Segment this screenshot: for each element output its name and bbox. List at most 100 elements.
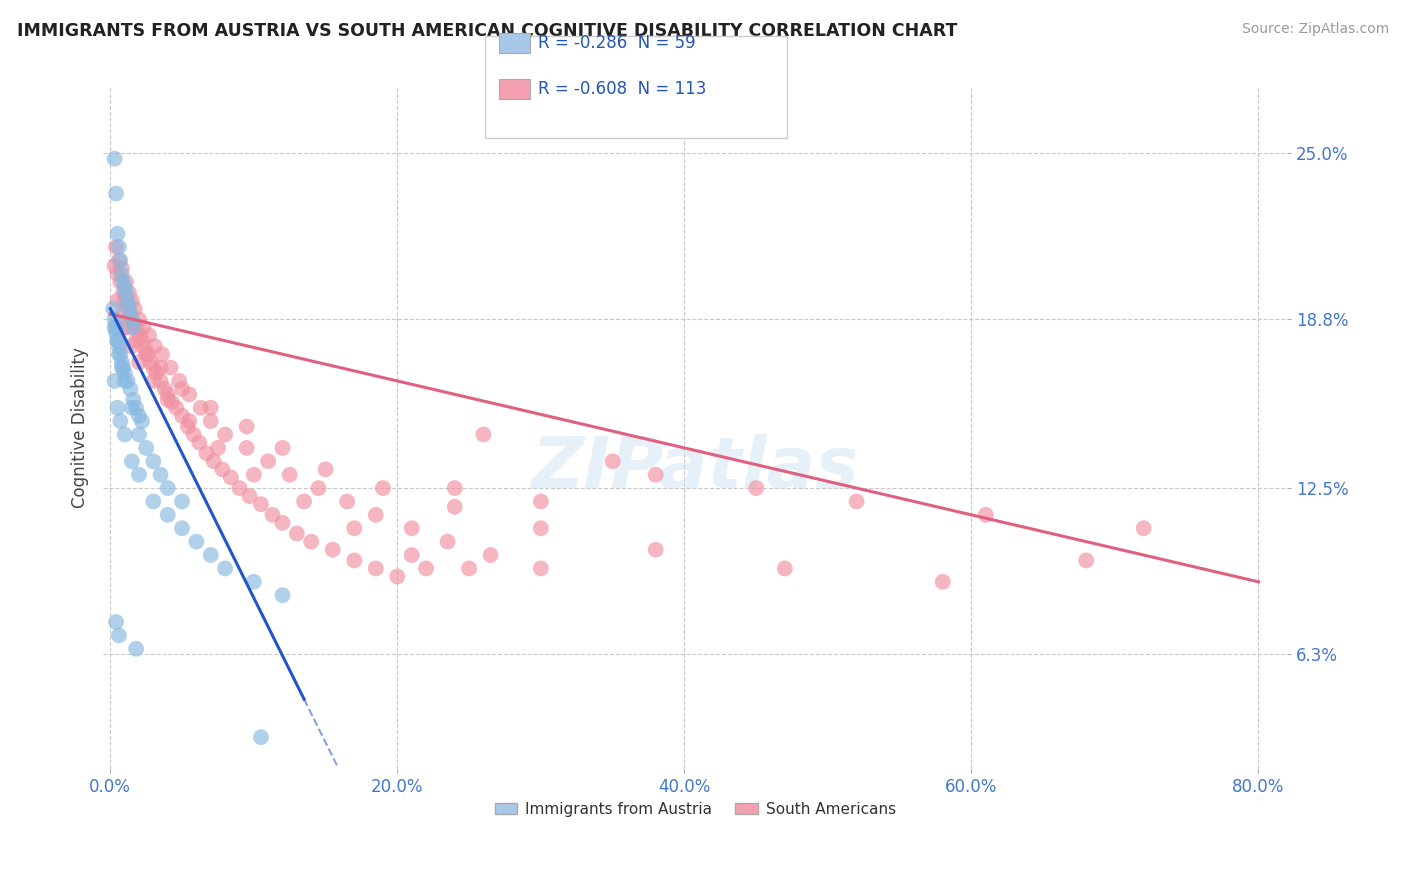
Point (149, 467, 172, 482)
Point (974, 508, 997, 522)
Point (159, 360, 181, 375)
Point (343, 553, 366, 567)
Point (104, 152, 127, 166)
Point (104, 374, 127, 388)
Point (121, 401, 143, 415)
Text: R = -0.286  N = 59: R = -0.286 N = 59 (538, 34, 696, 52)
Point (114, 280, 136, 294)
Point (202, 454, 225, 468)
Point (117, 320, 139, 334)
Point (415, 561, 437, 575)
Point (156, 387, 179, 401)
Point (131, 414, 153, 428)
Point (285, 526, 308, 541)
Point (107, 267, 129, 281)
Point (299, 534, 322, 549)
Point (128, 355, 150, 369)
Point (114, 427, 136, 442)
Point (170, 521, 193, 535)
Point (156, 392, 179, 407)
Point (322, 542, 344, 557)
Point (131, 334, 153, 348)
Point (107, 293, 129, 308)
Point (142, 494, 165, 508)
Point (128, 409, 150, 423)
Point (135, 441, 157, 455)
Text: IMMIGRANTS FROM AUSTRIA VS SOUTH AMERICAN COGNITIVE DISABILITY CORRELATION CHART: IMMIGRANTS FROM AUSTRIA VS SOUTH AMERICA… (17, 22, 957, 40)
Point (108, 240, 131, 254)
Point (117, 293, 139, 308)
Point (105, 326, 128, 340)
Point (271, 516, 294, 530)
Point (1132, 521, 1154, 535)
Point (110, 347, 132, 361)
Point (125, 334, 148, 348)
Point (243, 574, 266, 589)
Point (111, 267, 134, 281)
Point (931, 574, 953, 589)
Point (160, 395, 183, 409)
Point (104, 259, 127, 273)
Point (117, 301, 139, 316)
Point (114, 374, 136, 388)
Point (128, 328, 150, 343)
Point (156, 508, 179, 522)
Point (250, 497, 273, 511)
Point (104, 320, 127, 334)
Point (183, 427, 205, 442)
Point (336, 494, 359, 508)
Point (117, 374, 139, 388)
Point (177, 419, 200, 434)
Point (110, 414, 132, 428)
Point (115, 275, 138, 289)
Point (170, 382, 193, 396)
Point (165, 401, 187, 415)
Point (235, 441, 257, 455)
Point (188, 435, 211, 450)
Point (128, 467, 150, 482)
Point (458, 561, 481, 575)
Point (111, 355, 134, 369)
Point (472, 427, 495, 442)
Point (530, 561, 553, 575)
Point (149, 374, 172, 388)
Point (530, 494, 553, 508)
Point (145, 366, 167, 380)
Point (211, 462, 233, 476)
Point (120, 307, 142, 321)
Point (153, 382, 176, 396)
Point (443, 500, 465, 514)
Point (124, 301, 146, 316)
Point (150, 347, 173, 361)
Point (107, 401, 129, 415)
Point (142, 360, 165, 375)
Point (110, 253, 132, 268)
Point (644, 467, 666, 482)
Point (121, 454, 143, 468)
Point (118, 285, 141, 300)
Point (107, 334, 129, 348)
Point (111, 360, 134, 375)
Point (530, 521, 553, 535)
Point (271, 441, 294, 455)
Point (315, 462, 337, 476)
Point (125, 641, 148, 656)
Point (104, 312, 127, 326)
Point (114, 293, 136, 308)
Point (250, 730, 273, 744)
Legend: Immigrants from Austria, South Americans: Immigrants from Austria, South Americans (488, 796, 901, 823)
Point (122, 315, 145, 329)
Point (214, 561, 236, 575)
Point (108, 253, 131, 268)
Point (235, 419, 257, 434)
Point (214, 427, 236, 442)
Point (200, 548, 222, 562)
Point (278, 467, 301, 482)
Point (190, 401, 212, 415)
Point (195, 446, 218, 460)
Point (120, 307, 142, 321)
Point (644, 542, 666, 557)
Point (134, 342, 156, 356)
Point (128, 312, 150, 326)
Point (118, 299, 141, 313)
